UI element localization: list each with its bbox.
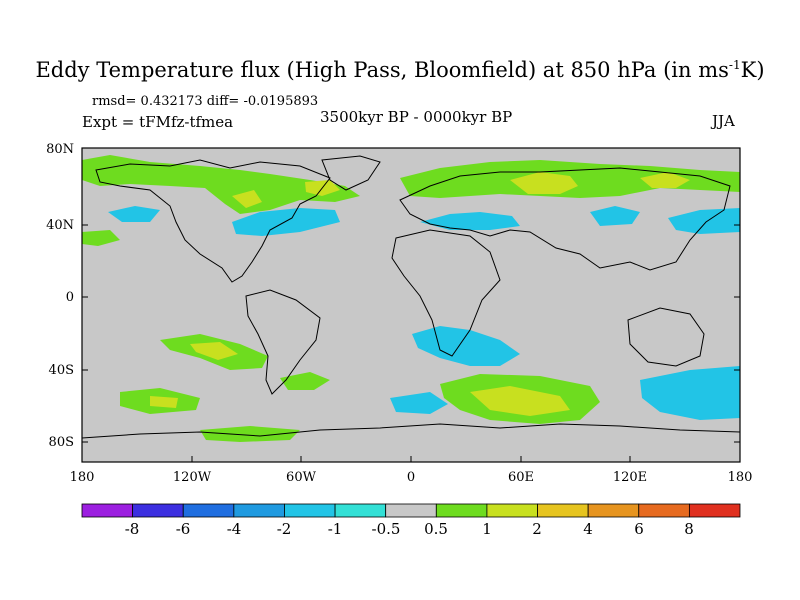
lon-label-60e: 60E — [507, 470, 535, 485]
field-south-pacific-yellow — [190, 342, 238, 360]
lat-label-40s: 40S — [48, 363, 74, 378]
colorbar-box — [81, 503, 134, 518]
field-scandinavia-yellow — [510, 172, 578, 194]
colorbar-box — [537, 503, 589, 518]
colorbar-box — [688, 503, 741, 518]
colorbar-box — [435, 503, 488, 518]
field-hudson-yellow — [232, 190, 262, 208]
coast-south-america — [245, 289, 321, 395]
lat-label-80s: 80S — [48, 435, 74, 450]
colorbar — [81, 503, 741, 518]
colorbar-box — [385, 503, 437, 518]
coast-eurasia — [399, 167, 731, 271]
stats-text: rmsd= 0.432173 diff= -0.0195893 — [92, 94, 319, 109]
colorbar-label: 8 — [684, 520, 694, 538]
season-label: JJA — [712, 112, 735, 130]
colorbar-box — [587, 503, 640, 518]
field-mediterranean-blue — [420, 212, 520, 230]
lon-label-120w: 120W — [172, 470, 212, 485]
title-main: Eddy Temperature flux (High Pass, Bloomf… — [35, 58, 729, 82]
colorbar-label: 2 — [532, 520, 542, 538]
field-indian-ocean-blue — [390, 392, 448, 414]
colorbar-label: -6 — [175, 520, 191, 538]
figure-title: Eddy Temperature flux (High Pass, Bloomf… — [0, 58, 800, 82]
colorbar-box — [486, 503, 538, 518]
colorbar-box — [334, 503, 387, 518]
colorbar-label: -0.5 — [371, 520, 401, 538]
field-north-atlantic-green — [82, 155, 360, 214]
coastlines — [82, 155, 740, 439]
field-southern-ocean-green — [200, 426, 300, 442]
coast-australia — [627, 307, 705, 367]
lon-label-120e: 120E — [612, 470, 648, 485]
colorbar-box — [132, 503, 184, 518]
field-south-indian-yellow — [470, 386, 570, 416]
field-north-pacific-green — [82, 230, 120, 246]
lon-label-0: 0 — [406, 470, 416, 485]
field-south-pacific-lower-yellow — [150, 396, 178, 408]
colorbar-label: -8 — [124, 520, 140, 538]
coast-antarctica — [82, 423, 740, 439]
lat-label-40n: 40N — [46, 218, 74, 233]
colorbar-box — [182, 503, 235, 518]
colorbar-label: -1 — [327, 520, 343, 538]
field-north-pacific-blue — [108, 206, 160, 222]
title-superscript: -1 — [728, 58, 741, 72]
colorbar-label: 4 — [583, 520, 593, 538]
colorbar-label: 0.5 — [424, 520, 448, 538]
colorbar-label: -2 — [276, 520, 292, 538]
colorbar-box — [284, 503, 336, 518]
field-south-america-green — [280, 372, 330, 390]
field-us-atlantic-blue — [232, 208, 340, 236]
field-central-asia-blue — [590, 206, 640, 226]
anomaly-fields — [82, 155, 740, 442]
field-siberia-yellow — [640, 172, 690, 188]
field-south-australia-blue — [640, 366, 740, 420]
experiment-label: Expt = tFMfz-tfmea — [82, 113, 234, 131]
coast-greenland — [321, 155, 381, 191]
title-end: K) — [740, 58, 765, 82]
lon-label-180w: 180 — [69, 470, 95, 485]
colorbar-box — [233, 503, 285, 518]
lat-label-80n: 80N — [46, 142, 74, 157]
coast-north-america — [95, 159, 331, 283]
lon-label-180e: 180 — [727, 470, 753, 485]
colorbar-box — [638, 503, 690, 518]
colorbar-label: -4 — [226, 520, 242, 538]
colorbar-label: 6 — [634, 520, 644, 538]
lon-ticks — [81, 456, 741, 462]
lat-ticks — [82, 147, 740, 443]
colorbar-label: 1 — [482, 520, 492, 538]
coast-africa — [391, 229, 501, 357]
period-label: 3500kyr BP - 0000kyr BP — [320, 108, 513, 126]
field-japan-pacific-blue — [668, 208, 740, 234]
lon-label-60w: 60W — [286, 470, 316, 485]
lat-label-0: 0 — [65, 290, 74, 305]
field-south-africa-blue — [412, 326, 520, 366]
